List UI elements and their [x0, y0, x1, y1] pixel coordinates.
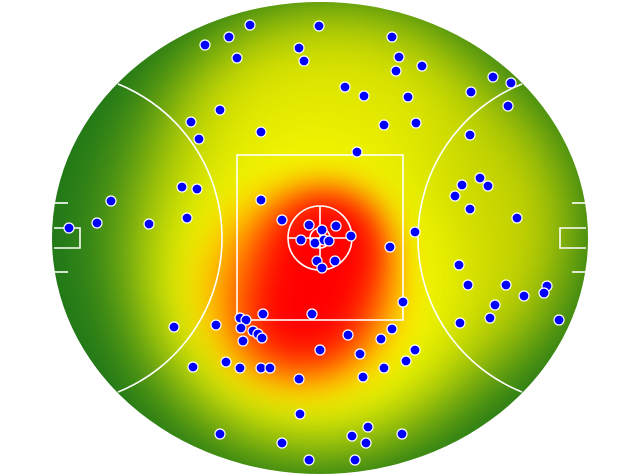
- point: [306, 308, 318, 320]
- point: [264, 362, 276, 374]
- point: [384, 241, 396, 253]
- point: [409, 226, 421, 238]
- point: [386, 31, 398, 43]
- point: [214, 428, 226, 440]
- point: [511, 212, 523, 224]
- point: [316, 262, 328, 274]
- point: [143, 218, 155, 230]
- point: [256, 332, 268, 344]
- point: [354, 348, 366, 360]
- point: [214, 104, 226, 116]
- point: [346, 430, 358, 442]
- point: [223, 31, 235, 43]
- point: [303, 219, 315, 231]
- point: [295, 234, 307, 246]
- points: [63, 19, 565, 466]
- point: [489, 299, 501, 311]
- point: [234, 362, 246, 374]
- point: [329, 255, 341, 267]
- point: [191, 183, 203, 195]
- point: [314, 344, 326, 356]
- point: [181, 212, 193, 224]
- point: [339, 81, 351, 93]
- point: [294, 408, 306, 420]
- point: [362, 421, 374, 433]
- point: [220, 356, 232, 368]
- point: [199, 39, 211, 51]
- point: [185, 116, 197, 128]
- point: [482, 180, 494, 192]
- point: [168, 321, 180, 333]
- point: [91, 217, 103, 229]
- point: [360, 437, 372, 449]
- point: [298, 55, 310, 67]
- point: [538, 287, 550, 299]
- point: [484, 312, 496, 324]
- point: [345, 230, 357, 242]
- point: [505, 77, 517, 89]
- point: [240, 314, 252, 326]
- point: [237, 335, 249, 347]
- point: [465, 86, 477, 98]
- point: [187, 361, 199, 373]
- point: [276, 437, 288, 449]
- point: [518, 290, 530, 302]
- point: [313, 20, 325, 32]
- point: [397, 296, 409, 308]
- point: [453, 259, 465, 271]
- point: [390, 65, 402, 77]
- point: [402, 91, 414, 103]
- point: [330, 220, 342, 232]
- point: [454, 317, 466, 329]
- point: [456, 179, 468, 191]
- point: [386, 323, 398, 335]
- point: [375, 333, 387, 345]
- point: [553, 314, 565, 326]
- point: [255, 126, 267, 138]
- point: [231, 52, 243, 64]
- point: [257, 308, 269, 320]
- point: [235, 322, 247, 334]
- point: [342, 329, 354, 341]
- point: [396, 428, 408, 440]
- point: [462, 279, 474, 291]
- point: [449, 190, 461, 202]
- point: [500, 279, 512, 291]
- point: [464, 203, 476, 215]
- point: [293, 42, 305, 54]
- point: [393, 51, 405, 63]
- point: [255, 194, 267, 206]
- point: [410, 117, 422, 129]
- point: [416, 60, 428, 72]
- point: [502, 100, 514, 112]
- point: [351, 146, 363, 158]
- point: [400, 355, 412, 367]
- point: [378, 119, 390, 131]
- point: [293, 373, 305, 385]
- point: [487, 71, 499, 83]
- point: [193, 133, 205, 145]
- point: [378, 362, 390, 374]
- point: [176, 181, 188, 193]
- point: [357, 371, 369, 383]
- point: [358, 90, 370, 102]
- point: [474, 172, 486, 184]
- point: [303, 454, 315, 466]
- point: [409, 344, 421, 356]
- point: [63, 222, 75, 234]
- point: [316, 224, 328, 236]
- point: [323, 235, 335, 247]
- point: [244, 19, 256, 31]
- point: [210, 319, 222, 331]
- point: [276, 214, 288, 226]
- point: [349, 454, 361, 466]
- point: [464, 129, 476, 141]
- point: [105, 195, 117, 207]
